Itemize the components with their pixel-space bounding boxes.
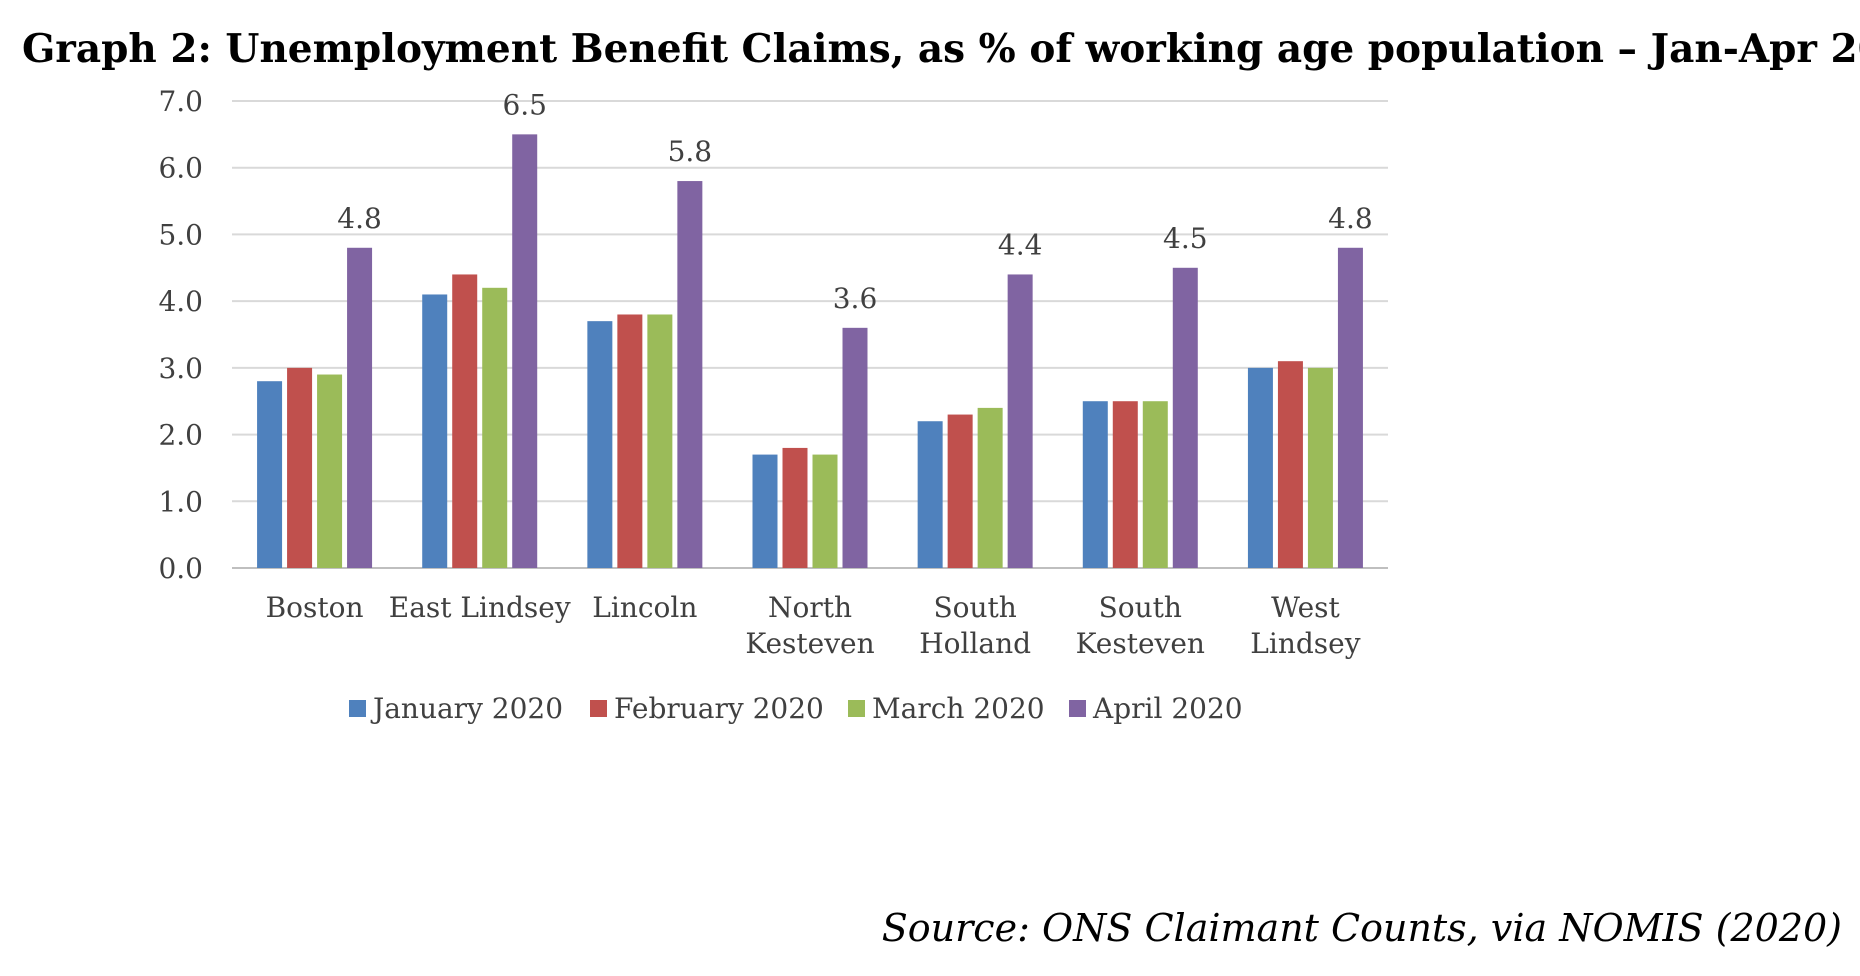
y-axis-ticks: 0.0 1.0 2.0 3.0 4.0 5.0 6.0 7.0	[158, 85, 203, 585]
bar	[812, 454, 838, 568]
y-tick-label: 6.0	[158, 152, 203, 185]
x-tick-label: West	[1271, 591, 1340, 624]
x-axis-labels: Boston East Lindsey Lincoln NorthKestevenSo…	[266, 591, 1361, 660]
bar	[257, 381, 283, 568]
bar	[1007, 274, 1033, 568]
source-note: Source: ONS Claimant Counts, via NOMIS (…	[881, 906, 1842, 950]
bar	[422, 294, 448, 568]
bar-chart: 0.0 1.0 2.0 3.0 4.0 5.0 6.0 7.0 4.8 6.5 5.8 3.6 4.4…	[158, 85, 1388, 725]
bar	[1112, 401, 1138, 568]
y-tick-label: 3.0	[158, 352, 203, 385]
x-tick-label: Boston	[266, 591, 364, 624]
legend-label: January 2020	[370, 692, 563, 725]
legend-swatch	[848, 700, 865, 717]
x-tick-label: Kesteven	[745, 627, 874, 660]
bar	[782, 447, 808, 568]
y-tick-label: 5.0	[158, 218, 203, 251]
bar	[1277, 361, 1303, 568]
y-tick-label: 0.0	[158, 552, 203, 585]
data-label: 4.8	[337, 202, 382, 235]
bar	[317, 374, 343, 568]
bar	[347, 247, 373, 568]
data-label: 3.6	[833, 282, 878, 315]
legend-swatch	[590, 700, 607, 717]
bar	[647, 314, 673, 568]
x-tick-label: Kesteven	[1076, 627, 1205, 660]
bar	[677, 181, 703, 569]
chart-title: Graph 2: Unemployment Benefit Claims, as…	[22, 26, 1860, 72]
bar	[617, 314, 643, 568]
gridlines	[232, 100, 1388, 569]
x-tick-label: South	[1099, 591, 1182, 624]
bar	[1247, 367, 1273, 568]
bar	[482, 287, 508, 568]
legend-swatch	[349, 700, 366, 717]
x-tick-label: North	[768, 591, 852, 624]
data-label: 4.5	[1163, 222, 1208, 255]
bar	[1082, 401, 1108, 568]
bar	[452, 274, 478, 568]
x-tick-label: South	[933, 591, 1016, 624]
bar	[287, 367, 313, 568]
bar	[842, 327, 868, 568]
y-tick-label: 2.0	[158, 419, 203, 452]
x-tick-label: Lindsey	[1250, 627, 1360, 660]
legend: January 2020 February 2020 March 2020 April…	[349, 692, 1243, 725]
bar	[1142, 401, 1168, 568]
data-label: 4.4	[998, 228, 1043, 261]
legend-label: March 2020	[872, 692, 1045, 725]
data-label: 4.8	[1328, 202, 1373, 235]
bar	[917, 421, 943, 568]
x-tick-label: East Lindsey	[389, 591, 571, 624]
bars	[257, 134, 1363, 569]
y-tick-label: 7.0	[158, 85, 203, 118]
bar	[977, 407, 1003, 568]
bar	[1307, 367, 1333, 568]
bar	[752, 454, 778, 568]
bar	[947, 414, 973, 568]
y-tick-label: 4.0	[158, 285, 203, 318]
legend-label: February 2020	[614, 692, 824, 725]
bar	[512, 134, 538, 568]
legend-label: April 2020	[1092, 692, 1243, 725]
data-label: 6.5	[502, 88, 547, 121]
data-labels: 4.8 6.5 5.8 3.6 4.4 4.5 4.8	[337, 88, 1372, 314]
bar	[1337, 247, 1363, 568]
bar	[587, 321, 613, 568]
bar	[1172, 267, 1198, 568]
x-tick-label: Holland	[919, 627, 1031, 660]
x-tick-label: Lincoln	[592, 591, 697, 624]
y-tick-label: 1.0	[158, 485, 203, 518]
data-label: 5.8	[668, 135, 713, 168]
legend-swatch	[1069, 700, 1086, 717]
